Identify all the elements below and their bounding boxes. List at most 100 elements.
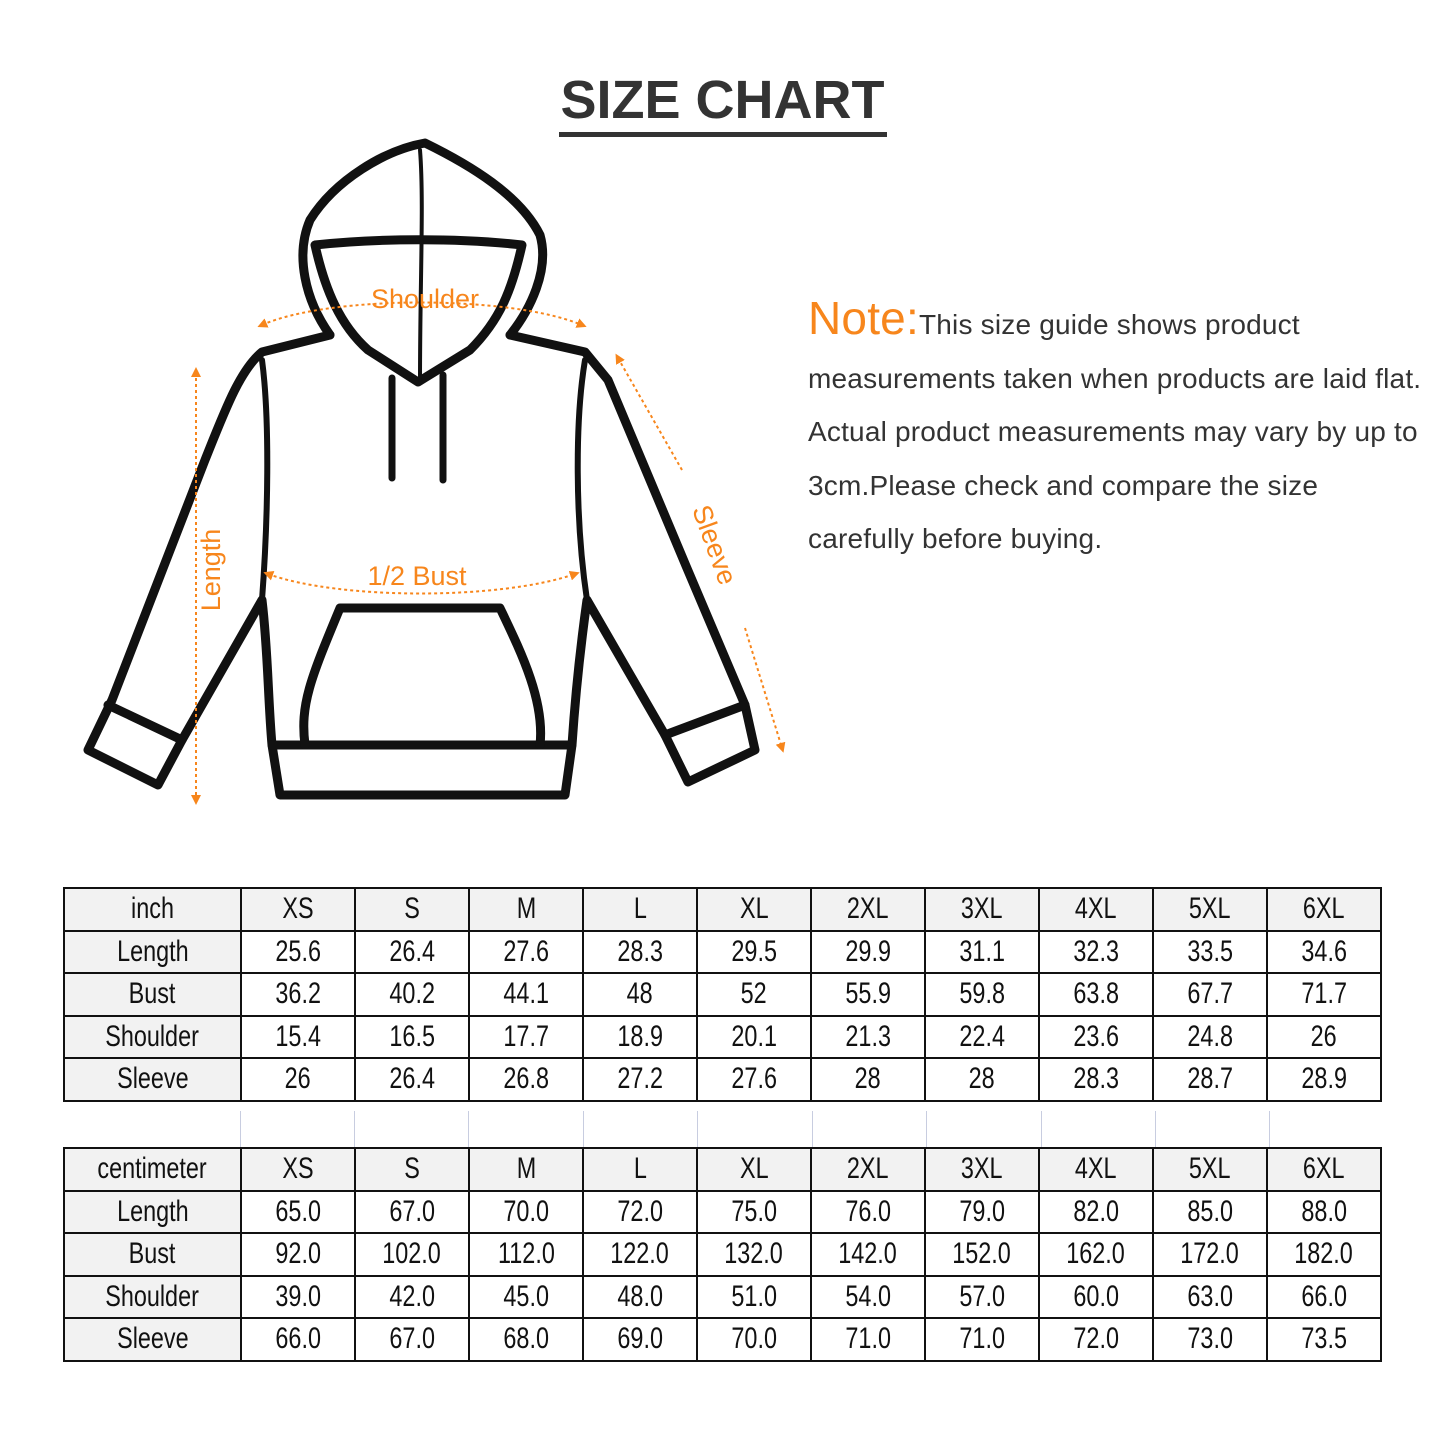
- table-cell: 69.0: [582, 1317, 698, 1362]
- table-cell: 6XL: [1266, 1147, 1382, 1192]
- table-cell: 29.9: [810, 929, 926, 974]
- table-cell: 39.0: [240, 1274, 356, 1319]
- row-label-cell: Bust: [63, 1232, 242, 1277]
- table-spacer: [63, 1111, 1385, 1147]
- table-cell: 66.0: [1266, 1274, 1382, 1319]
- table-cell: 55.9: [810, 972, 926, 1017]
- table-cell: 34.6: [1266, 929, 1382, 974]
- table-cell: 20.1: [696, 1014, 812, 1059]
- table-cell: 59.8: [924, 972, 1040, 1017]
- length-label: Length: [196, 529, 226, 612]
- kangaroo-pocket: [299, 603, 546, 750]
- table-cell: 63.0: [1152, 1274, 1268, 1319]
- table-cell: 28: [924, 1057, 1040, 1102]
- table-cell: 102.0: [354, 1232, 470, 1277]
- row-label-cell: Shoulder: [63, 1274, 242, 1319]
- sleeve-arrow-top: [615, 353, 683, 471]
- table-cell: 28.9: [1266, 1057, 1382, 1102]
- table-cell: 54.0: [810, 1274, 926, 1319]
- table-cell: 21.3: [810, 1014, 926, 1059]
- table-cell: 71.0: [810, 1317, 926, 1362]
- table-cell: 72.0: [1038, 1317, 1154, 1362]
- table-cell: XS: [240, 887, 356, 932]
- table-cell: XS: [240, 1147, 356, 1192]
- table-cell: 67.0: [354, 1189, 470, 1234]
- table-cell: XL: [696, 1147, 812, 1192]
- table-cell: 71.7: [1266, 972, 1382, 1017]
- page-title: SIZE CHART: [0, 70, 1445, 137]
- table-cell: 28: [810, 1057, 926, 1102]
- table-cell: 63.8: [1038, 972, 1154, 1017]
- table-row: Sleeve 26 26.4 26.8 27.2 27.6 28 28 28.3 28.7 28.9: [63, 1057, 1382, 1102]
- table-row: Sleeve 66.0 67.0 68.0 69.0 70.0 71.0 71.0 72.0 73…: [63, 1317, 1382, 1362]
- note-text: This size guide shows product measuremen…: [808, 309, 1422, 554]
- spacer-gridline: [468, 1111, 469, 1147]
- table-cell: 162.0: [1038, 1232, 1154, 1277]
- table-row: Length 65.0 67.0 70.0 72.0 75.0 76.0 79.0 82.0 85…: [63, 1189, 1382, 1234]
- table-row: Bust 92.0 102.0 112.0 122.0 132.0 142.0 152.0 16…: [63, 1232, 1382, 1277]
- row-label-cell: inch: [63, 887, 242, 932]
- table-cell: 65.0: [240, 1189, 356, 1234]
- hoodie-hood: [298, 138, 548, 340]
- table-cell: 142.0: [810, 1232, 926, 1277]
- table-cell: 88.0: [1266, 1189, 1382, 1234]
- hood-seam: [418, 148, 424, 382]
- table-cell: L: [582, 1147, 698, 1192]
- table-cell: 112.0: [468, 1232, 584, 1277]
- row-label-cell: Sleeve: [63, 1057, 242, 1102]
- table-cell: 66.0: [240, 1317, 356, 1362]
- table-row: Bust 36.2 40.2 44.1 48 52 55.9 59.8 63.8 67.7 71.7: [63, 972, 1382, 1017]
- left-cuff: [103, 700, 187, 745]
- table-cell: 57.0: [924, 1274, 1040, 1319]
- table-cell: 18.9: [582, 1014, 698, 1059]
- table-cell: 27.2: [582, 1057, 698, 1102]
- table-cell: 172.0: [1152, 1232, 1268, 1277]
- table-cell: 152.0: [924, 1232, 1040, 1277]
- table-cell: 26.4: [354, 1057, 470, 1102]
- table-cell: 71.0: [924, 1317, 1040, 1362]
- table-cell: 6XL: [1266, 887, 1382, 932]
- row-label-cell: Bust: [63, 972, 242, 1017]
- table-cell: 45.0: [468, 1274, 584, 1319]
- table-cell: 40.2: [354, 972, 470, 1017]
- table-cell: 70.0: [468, 1189, 584, 1234]
- table-cell: 67.0: [354, 1317, 470, 1362]
- table-cell: XL: [696, 887, 812, 932]
- table-cell: 27.6: [696, 1057, 812, 1102]
- table-cell: 79.0: [924, 1189, 1040, 1234]
- table-cell: S: [354, 1147, 470, 1192]
- bust-arrow: [263, 570, 580, 595]
- spacer-gridline: [240, 1111, 241, 1147]
- table-cell: 67.7: [1152, 972, 1268, 1017]
- table-cell: 76.0: [810, 1189, 926, 1234]
- spacer-gridline: [1155, 1111, 1156, 1147]
- table-cell: 22.4: [924, 1014, 1040, 1059]
- table-cell: 26.4: [354, 929, 470, 974]
- spacer-gridline: [926, 1111, 927, 1147]
- spacer-gridline: [1041, 1111, 1042, 1147]
- table-cell: 5XL: [1152, 887, 1268, 932]
- table-cell: 3XL: [924, 1147, 1040, 1192]
- right-side-seam: [574, 357, 590, 603]
- table-header-row: inch XS S M L XL 2XL 3XL 4XL 5XL 6XL: [63, 887, 1382, 932]
- table-cell: 24.8: [1152, 1014, 1268, 1059]
- table-row: Shoulder 15.4 16.5 17.7 18.9 20.1 21.3 22.4 23.6…: [63, 1014, 1382, 1059]
- table-cell: 28.3: [582, 929, 698, 974]
- table-cell: 73.0: [1152, 1317, 1268, 1362]
- row-label-cell: Length: [63, 929, 242, 974]
- table-cell: 73.5: [1266, 1317, 1382, 1362]
- table-cell: 32.3: [1038, 929, 1154, 974]
- table-cell: 26.8: [468, 1057, 584, 1102]
- table-cell: 182.0: [1266, 1232, 1382, 1277]
- table-cell: 60.0: [1038, 1274, 1154, 1319]
- table-cell: 132.0: [696, 1232, 812, 1277]
- table-row: Shoulder 39.0 42.0 45.0 48.0 51.0 54.0 57.0 60.0…: [63, 1274, 1382, 1319]
- table-cell: 2XL: [810, 1147, 926, 1192]
- table-cell: 17.7: [468, 1014, 584, 1059]
- spacer-gridline: [583, 1111, 584, 1147]
- table-cell: 72.0: [582, 1189, 698, 1234]
- table-cell: 26: [240, 1057, 356, 1102]
- row-label-cell: Shoulder: [63, 1014, 242, 1059]
- left-side-seam: [259, 357, 271, 603]
- table-cell: S: [354, 887, 470, 932]
